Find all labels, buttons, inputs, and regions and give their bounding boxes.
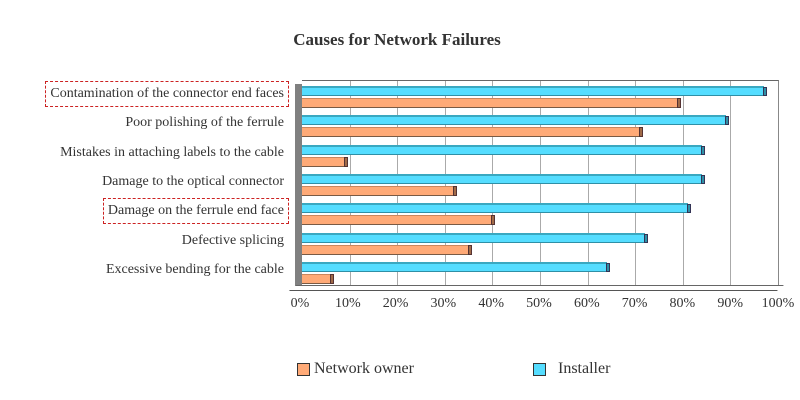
legend-label-installer: Installer — [558, 360, 611, 377]
x-tick-label: 30% — [430, 296, 457, 311]
x-tick-label: 50% — [526, 296, 552, 311]
bar-network-owner — [302, 215, 496, 226]
bar-network-owner — [302, 244, 472, 255]
x-tick-label: 40% — [478, 296, 505, 311]
bar-installer — [302, 261, 610, 272]
category-label: Defective splicing — [181, 232, 284, 248]
category-label: Damage on the ferrule end face — [102, 198, 290, 225]
x-tick-label: 70% — [621, 296, 648, 311]
bar-installer — [302, 144, 705, 155]
plot-area — [302, 80, 779, 285]
x-tick-label: 10% — [334, 296, 361, 311]
bar-installer — [302, 203, 691, 214]
category-label: Damage to the optical connector — [102, 173, 284, 189]
bar-installer — [302, 173, 705, 184]
plot-floor — [288, 285, 784, 291]
category-label: Poor polishing of the ferrule — [125, 115, 284, 131]
bar-installer — [302, 86, 767, 96]
x-tick-label: 90% — [717, 296, 744, 311]
bar-network-owner — [302, 98, 682, 108]
category-label: Mistakes in attaching labels to the cabl… — [60, 144, 284, 160]
gridline — [730, 81, 732, 285]
category-label: Excessive bending for the cable — [105, 261, 284, 277]
bar-installer — [302, 115, 729, 126]
bar-network-owner — [302, 273, 334, 284]
legend-swatch-installer — [533, 362, 546, 376]
legend-label-network-owner: Network owner — [314, 360, 414, 377]
bar-network-owner — [302, 185, 458, 196]
bar-installer — [302, 232, 648, 243]
legend-item-installer: Installer — [533, 360, 610, 378]
x-tick-label: 80% — [669, 296, 696, 311]
plot-side-wall — [295, 84, 302, 288]
bar-network-owner — [302, 127, 643, 138]
bar-network-owner — [302, 156, 348, 167]
legend-item-network-owner: Network owner — [297, 360, 414, 378]
x-tick-label: 20% — [382, 296, 409, 311]
x-tick-label: 100% — [761, 296, 795, 311]
category-label: Contamination of the connector end faces — [45, 81, 289, 107]
legend-swatch-network-owner — [297, 362, 310, 376]
x-tick-label: 0% — [290, 296, 310, 311]
x-tick-label: 60% — [573, 296, 600, 311]
chart-title: Causes for Network Failures — [293, 30, 501, 49]
